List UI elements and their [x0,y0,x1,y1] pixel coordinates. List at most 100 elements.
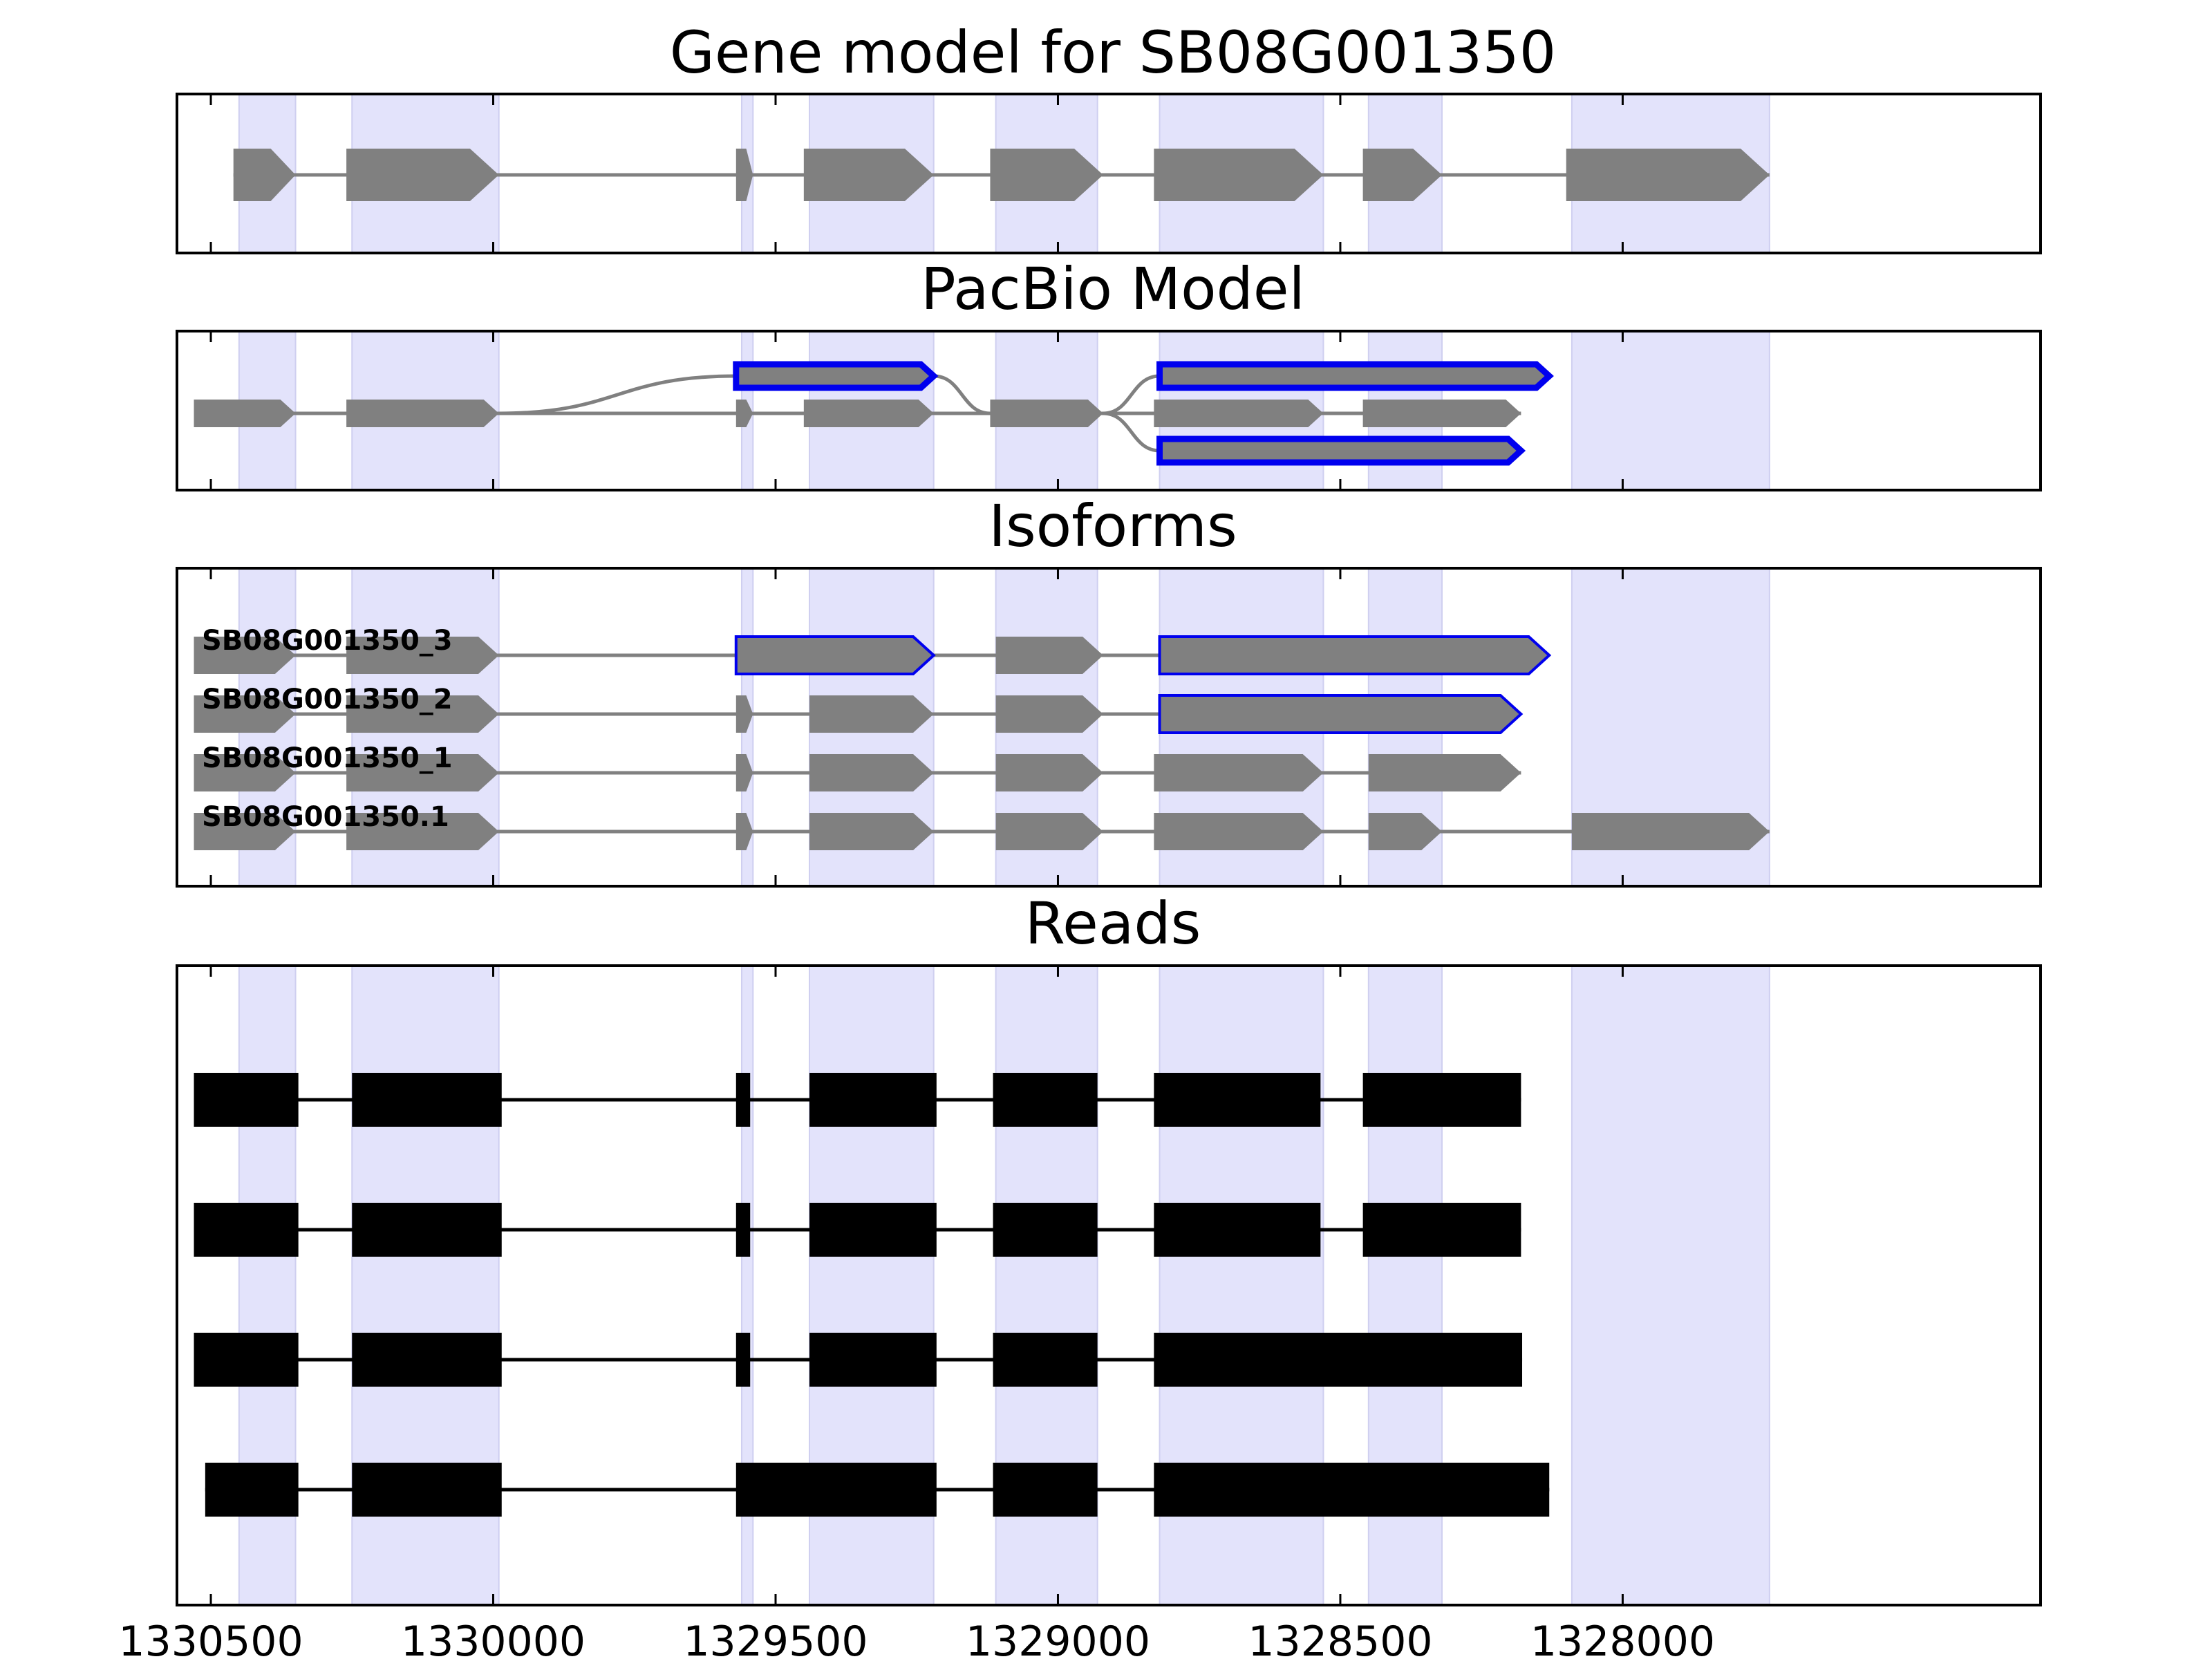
gene-exon-arrow [1362,149,1443,201]
pacbio-exon-arrow [990,400,1103,427]
splice-connector [1103,374,1160,415]
highlighted-exon-arrow [1156,361,1554,391]
isoform-exon-arrow [1368,754,1521,791]
pacbio-exon-arrow [803,400,934,427]
gene-exon-arrow [346,149,499,201]
isoform-label: SB08G001350_1 [202,742,453,774]
isoform-track: SB08G001350_1 [194,742,1521,791]
pacbio-exon-arrow [194,400,296,427]
highlighted-exon-arrow [1158,694,1524,734]
gene-exon-arrow [1566,149,1770,201]
gene-exon-arrow [803,149,934,201]
read-block [194,1203,299,1257]
isoform-label: SB08G001350_2 [202,684,453,715]
read-block [735,1463,937,1517]
read-block [1362,1073,1521,1127]
x-tick-label: 1330500 [118,1618,303,1659]
isoform-exon-arrow [194,695,296,733]
read-block [809,1333,937,1387]
isoform-exon-arrow [735,695,753,733]
read-track [194,1333,1523,1387]
gene-exon-arrow [990,149,1103,201]
isoform-exon-arrow [995,754,1103,791]
isoform-exon-arrow [735,754,753,791]
read-block [194,1333,299,1387]
read-block [735,1203,751,1257]
highlighted-exon-arrow [1156,435,1526,466]
highlighted-exon-arrow [1158,635,1552,675]
gene-model-panel [176,93,2042,254]
read-block [809,1203,937,1257]
isoform-exon-arrow [194,754,296,791]
x-tick-label: 1328000 [1530,1618,1715,1659]
read-block [809,1073,937,1127]
isoform-exon-arrow [346,637,499,674]
reads-panel [176,964,2042,1606]
exon-shading-band [1571,330,1770,491]
splice-connector [498,374,736,415]
isoform-label: SB08G001350_3 [202,625,453,657]
read-block [194,1073,299,1127]
read-block [352,1333,502,1387]
panel-frame [176,330,2042,491]
read-block [993,1073,1098,1127]
x-tick-label: 1329500 [683,1618,868,1659]
isoform-exon-arrow [194,637,296,674]
exon-shading-band [1571,965,1770,1606]
pacbio-exon-arrow [1154,400,1324,427]
read-block [352,1463,502,1517]
read-block [993,1463,1098,1517]
isoform-exon-arrow [194,813,296,850]
x-tick-label: 1329000 [966,1618,1150,1659]
isoform-exon-arrow [1571,813,1770,850]
isoform-track: SB08G001350_3 [194,625,1552,675]
isoform-exon-arrow [995,813,1103,850]
isoform-exon-arrow [809,813,934,850]
read-track [205,1463,1550,1517]
read-block [352,1203,502,1257]
isoform-exon-arrow [1154,754,1324,791]
read-block [735,1333,751,1387]
panel-frame [176,93,2042,254]
panel-frame [176,964,2042,1606]
panel-title-pacbio-model: PacBio Model [921,255,1305,323]
isoform-track: SB08G001350.1 [194,801,1770,850]
read-block [993,1333,1098,1387]
isoform-exon-arrow [735,813,753,850]
read-block [1154,1463,1550,1517]
splice-connector [1103,411,1160,453]
pacbio-exon-arrow [735,400,753,427]
read-track [194,1073,1521,1127]
gene-exon-arrow [233,149,296,201]
highlighted-exon-arrow [733,361,939,391]
isoforms-panel: SB08G001350_3 SB08G001350_2 SB08G001350_1 S… [176,567,2042,888]
x-tick-label: 1330000 [401,1618,585,1659]
read-block [1154,1333,1523,1387]
splice-connector [933,374,991,415]
isoform-track: SB08G001350_2 [194,684,1524,734]
pacbio-exon-arrow [1362,400,1521,427]
read-block [993,1203,1098,1257]
highlighted-exon-arrow [734,635,936,675]
isoform-exon-arrow [995,637,1103,674]
x-axis: 1330500 1330000 1329500 1329000 1328500 13280… [118,1618,1715,1659]
gene-exon-arrow [735,149,753,201]
panel-frame [176,567,2042,888]
x-tick-label: 1328500 [1248,1618,1432,1659]
read-block [352,1073,502,1127]
gene-exon-arrow [1154,149,1324,201]
isoform-exon-arrow [346,813,499,850]
isoform-exon-arrow [346,754,499,791]
read-block [1154,1203,1321,1257]
panel-title-gene-model: Gene model for SB08G001350 [670,19,1556,86]
panel-title-reads: Reads [1025,890,1201,957]
isoform-exon-arrow [1368,813,1443,850]
read-track [194,1203,1521,1257]
pacbio-model-panel [176,330,2042,491]
isoform-label: SB08G001350.1 [202,801,449,833]
read-block [205,1463,299,1517]
read-block [1362,1203,1521,1257]
isoform-exon-arrow [995,695,1103,733]
read-block [735,1073,751,1127]
